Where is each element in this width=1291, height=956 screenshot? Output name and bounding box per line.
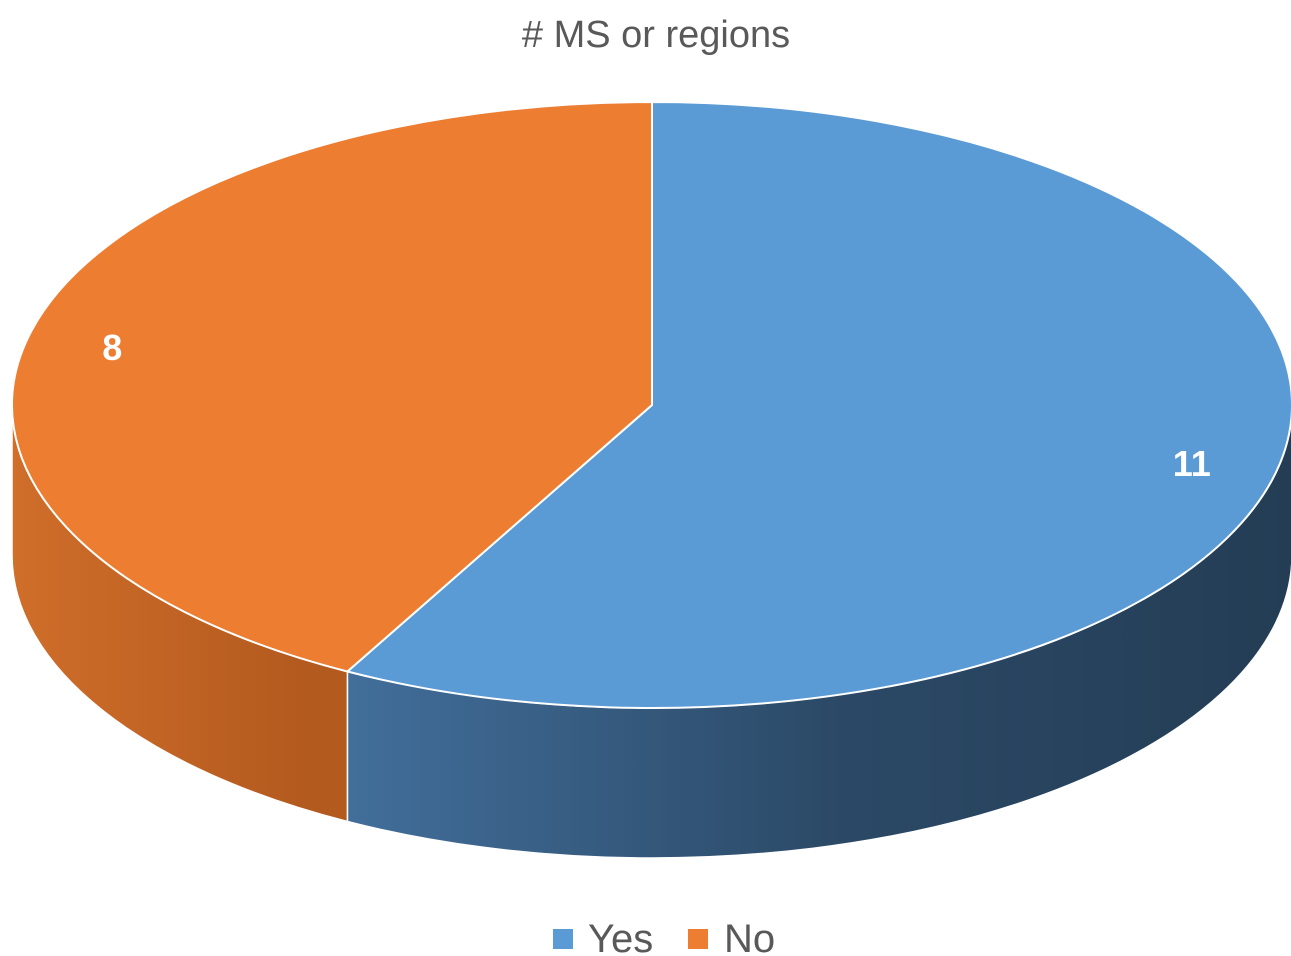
legend-label-no: No (724, 917, 775, 956)
data-label-no: 8 (102, 327, 122, 368)
chart-title: # MS or regions (522, 14, 790, 56)
pie-slice-yes (346, 101, 1291, 709)
legend-swatch-no (688, 929, 708, 949)
legend-swatch-yes (553, 929, 573, 949)
data-labels: 11 8 (102, 327, 1211, 484)
legend-label-yes: Yes (588, 917, 653, 956)
pie-slices (11, 101, 1291, 709)
pie-slice-no (11, 101, 653, 673)
legend: Yes No (553, 917, 775, 956)
data-label-yes: 11 (1173, 443, 1211, 484)
